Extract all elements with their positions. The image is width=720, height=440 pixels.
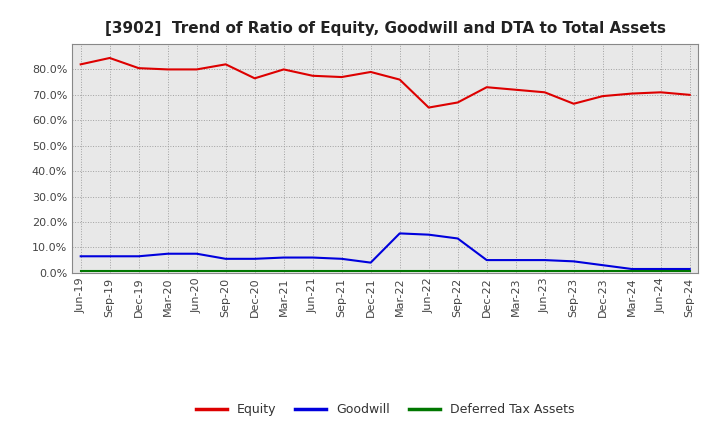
Legend: Equity, Goodwill, Deferred Tax Assets: Equity, Goodwill, Deferred Tax Assets xyxy=(191,398,580,421)
Title: [3902]  Trend of Ratio of Equity, Goodwill and DTA to Total Assets: [3902] Trend of Ratio of Equity, Goodwil… xyxy=(104,21,666,36)
